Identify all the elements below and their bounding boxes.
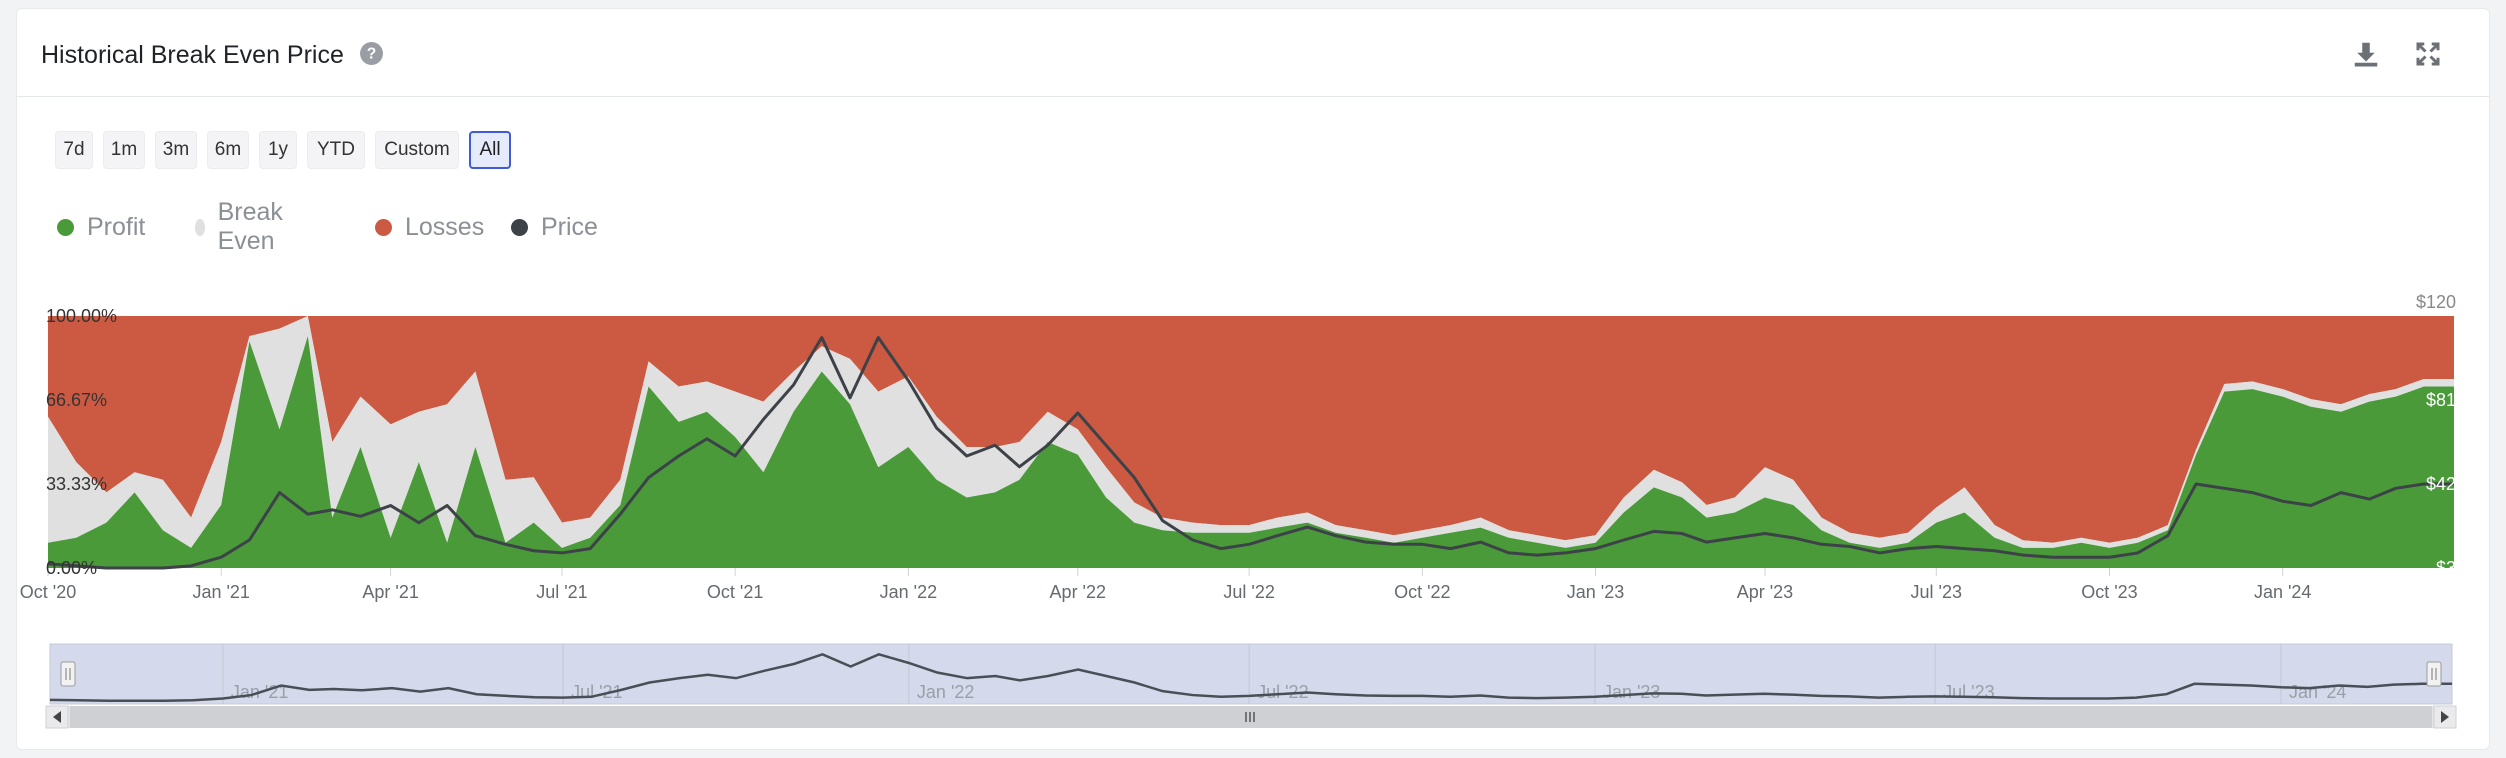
navigator-price-line <box>49 652 2452 702</box>
scrollbar-left-arrow-icon <box>53 711 61 723</box>
range-3m-button[interactable]: 3m <box>155 131 197 169</box>
card-header: Historical Break Even Price ? <box>17 9 2489 97</box>
legend-label-break-even: Break Even <box>217 198 283 255</box>
legend-label-losses: Losses <box>405 212 485 241</box>
scrollbar-thumb <box>70 706 2432 728</box>
navigator-scrollbar[interactable] <box>45 705 2457 729</box>
navigator-window <box>49 643 2453 705</box>
legend-item-losses[interactable]: Losses <box>375 209 484 245</box>
legend-dot-losses <box>375 218 392 236</box>
range-ytd-button[interactable]: YTD <box>307 131 365 169</box>
range-custom-button[interactable]: Custom <box>375 131 459 169</box>
break-even-card: Historical Break Even Price ? 7d 1m 3m 6… <box>16 8 2490 750</box>
question-circle-icon[interactable]: ? <box>359 41 384 66</box>
handle-body <box>60 661 76 687</box>
range-7d-button[interactable]: 7d <box>55 131 93 169</box>
navigator-right-handle[interactable] <box>2426 661 2442 687</box>
card-title: Historical Break Even Price <box>41 41 344 69</box>
handle-body <box>2426 661 2442 687</box>
legend-dot-break-even <box>195 218 205 236</box>
expand-icon[interactable] <box>2413 39 2443 69</box>
range-1y-button[interactable]: 1y <box>259 131 297 169</box>
legend-dot-price <box>511 218 528 236</box>
legend-item-price[interactable]: Price <box>511 209 598 245</box>
navigator-label: Jan '23 <box>1603 682 1660 702</box>
navigator[interactable]: Jan '21 Jul '21 Jan '22 Jul '22 Jan '23 Jul '… <box>45 643 2457 729</box>
navigator-left-handle[interactable] <box>60 661 76 687</box>
download-icon[interactable] <box>2351 39 2381 69</box>
navigator-label: Jul '23 <box>1943 682 1994 702</box>
range-6m-button[interactable]: 6m <box>207 131 249 169</box>
range-all-button[interactable]: All <box>469 131 511 169</box>
legend-item-profit[interactable]: Profit <box>57 209 145 245</box>
svg-text:?: ? <box>367 46 377 63</box>
range-1m-button[interactable]: 1m <box>103 131 145 169</box>
navigator-label: Jan '22 <box>917 682 974 702</box>
legend-label-price: Price <box>541 212 598 241</box>
legend-label-profit: Profit <box>87 212 146 241</box>
legend-item-break-even[interactable]: Break Even <box>195 198 290 255</box>
navigator-label: Jul '22 <box>1257 682 1308 702</box>
scrollbar-right-arrow-icon <box>2441 711 2449 723</box>
legend-dot-profit <box>57 218 74 236</box>
